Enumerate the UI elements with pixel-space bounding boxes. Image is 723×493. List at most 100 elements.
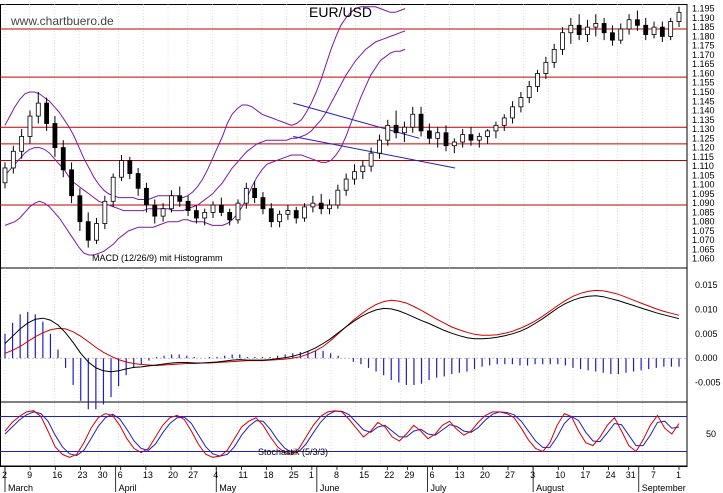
candle [451,138,457,154]
candle-body-down [152,204,158,217]
price-tick-label: 1.130 [692,124,715,134]
candle-body-up [501,117,507,126]
date-tick-label: 13 [143,470,153,480]
month-label: April [119,483,137,493]
candle-body-up [310,202,316,208]
candle [318,193,324,215]
date-tick-label: 6 [430,470,435,480]
price-tick-label: 1.100 [692,180,715,190]
candle [643,17,649,41]
candle-body-up [368,152,374,167]
candle-body-up [19,136,25,152]
price-tick-label: 1.080 [692,217,715,227]
date-tick-label: 18 [264,470,274,480]
candle-body-up [327,204,332,210]
macd-signal-line [4,289,680,367]
price-axis: 1.1951.1901.1851.1801.1751.1701.1651.160… [692,4,721,439]
candle [268,203,274,228]
candle [418,106,424,137]
candle [551,43,557,68]
candle-body-down [185,200,191,211]
candle [626,14,632,35]
horizontal-support-resistance-lines [0,28,687,206]
month-label: September [642,483,686,493]
macd-tick-label: 0.015 [695,280,718,290]
date-tick-label: 2 [2,470,7,480]
candle [252,180,258,204]
candle-body-up [460,134,466,143]
candle-body-up [302,206,307,219]
candle [360,160,366,180]
date-tick-label: 10 [555,470,565,480]
candle [85,212,91,248]
date-tick-label: 20 [168,470,178,480]
candle [668,17,674,41]
candle-body-down [610,32,615,41]
candle-body-up [493,124,499,132]
candle [659,21,665,42]
candle [426,123,432,144]
candle-body-up [377,139,382,154]
date-tick-label: 16 [52,470,62,480]
candle-body-down [177,195,183,202]
candle-body-up [335,189,341,206]
candle [19,129,25,159]
candle-body-down [268,208,274,223]
price-tick-label: 1.195 [692,4,715,14]
candle-body-up [235,202,241,221]
date-tick-label: 7 [651,470,656,480]
candle-body-up [485,130,491,137]
candlesticks [2,6,682,248]
candle [560,27,565,55]
price-tick-label: 1.165 [692,59,715,69]
candle [10,145,16,174]
candle-body-down [60,147,66,171]
candle [27,110,33,144]
candle-body-up [119,160,124,178]
price-tick-label: 1.185 [692,22,715,32]
candle-body-down [260,197,266,210]
price-tick-label: 1.190 [692,13,715,23]
macd-label: MACD (12/26/9) mit Histogramm [92,253,223,263]
candle [185,195,191,217]
candle [601,17,607,41]
date-tick-label: 13 [455,470,465,480]
candle-body-up [551,48,557,63]
candle [169,190,174,213]
candle-body-down [85,221,91,241]
candle-body-down [468,134,474,141]
candle [485,129,491,144]
date-tick-label: 30 [98,470,108,480]
macd-tick-label: 0.000 [695,353,718,363]
price-tick-label: 1.180 [692,31,715,41]
date-tick-label: 1 [309,470,314,480]
candle-body-down [293,210,299,219]
candle-body-up [535,73,540,87]
candle [110,173,116,207]
date-tick-label: 11 [238,470,247,480]
candle-body-up [169,195,174,210]
candle [393,110,399,139]
candle [634,10,640,31]
candle-body-up [202,212,208,219]
date-tick-label: 24 [606,470,616,480]
price-tick-label: 1.105 [692,170,715,180]
candle [343,173,349,196]
price-tick-label: 1.090 [692,198,715,208]
candle-body-up [110,176,116,202]
trend-channel-lower-line [293,135,456,169]
candle-body-up [435,132,441,139]
candle-body-up [593,23,599,28]
watermark: www.chartbuero.de [10,14,114,28]
candle-body-down [418,113,424,132]
price-tick-label: 1.065 [692,244,715,254]
candle-body-down [193,210,199,219]
date-tick-label: 22 [384,470,394,480]
candle-body-down [393,124,399,134]
stochastic-panel [0,410,687,458]
stochastic-d-line [4,410,680,457]
candle [144,182,149,213]
candle-body-down [127,160,133,174]
candle [526,80,532,104]
